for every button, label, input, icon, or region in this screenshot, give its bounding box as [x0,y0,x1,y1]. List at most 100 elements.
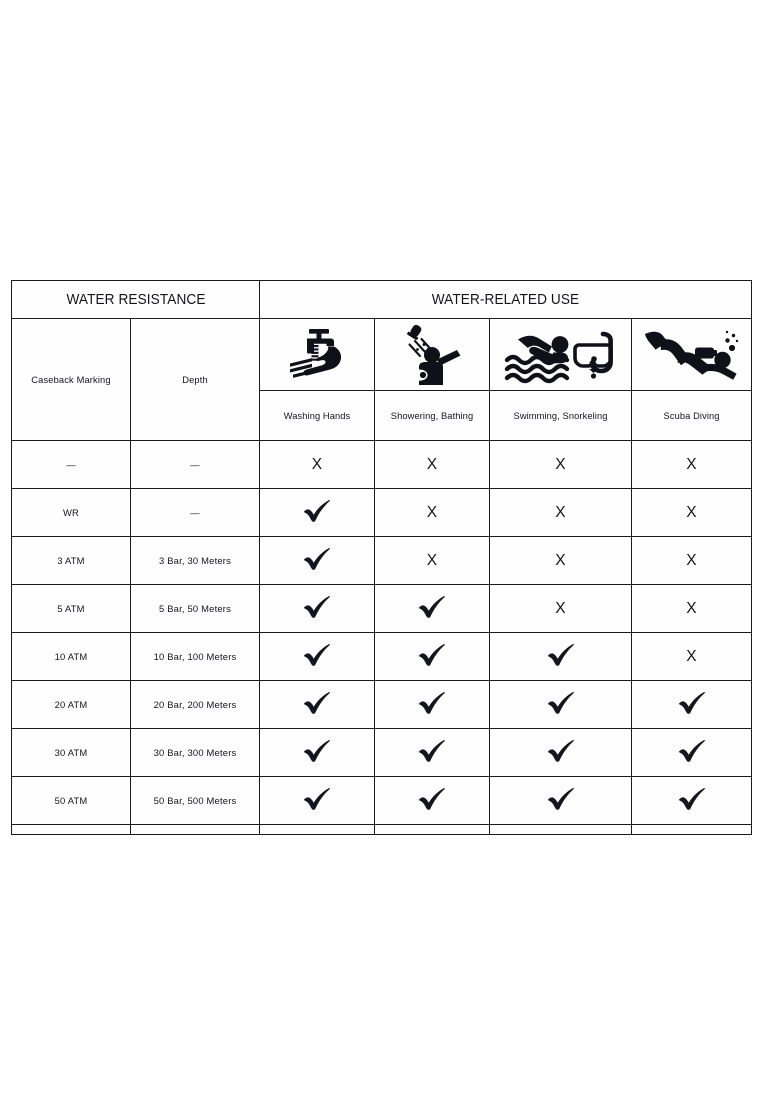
cell-cross-no: X [259,440,376,489]
cell-check-yes [489,680,633,729]
check-icon [417,691,447,717]
use-caption-4: Scuba Diving [631,390,753,441]
cell-check-yes [374,584,491,633]
x-icon: X [686,503,697,521]
column-header-caseback-marking: Caseback Marking [11,318,131,441]
check-icon [302,787,332,813]
cell-check-yes [374,632,491,681]
x-icon: X [686,647,697,665]
cell-check-yes [259,680,376,729]
check-icon [302,547,332,573]
table-row: WR — X X X [11,488,753,537]
cell-cross-no: X [374,440,491,489]
table-row: 3 ATM 3 Bar, 30 Meters X X X [11,536,753,585]
cell-cross-no: X [489,488,633,537]
check-icon [417,787,447,813]
stub-cell [129,824,261,835]
x-icon: X [686,599,697,617]
cell-check-yes [374,776,491,825]
cell-caseback-marking: 3 ATM [11,536,131,585]
use-icon-cell-2 [374,318,491,391]
table-title-row: WATER RESISTANCE WATER-RELATED USE [10,280,753,319]
table-row: 50 ATM 50 Bar, 500 Meters [11,776,753,825]
cell-depth: — [129,488,261,537]
cell-caseback-marking: 10 ATM [11,632,131,681]
cell-cross-no: X [631,632,753,681]
cell-check-yes [374,728,491,777]
table-row: — — X X X X [11,440,753,489]
cell-check-yes [259,776,376,825]
use-caption-3: Swimming, Snorkeling [489,390,633,441]
stub-cell [489,824,633,835]
table-row: 20 ATM 20 Bar, 200 Meters [11,680,753,729]
check-icon [302,643,332,669]
x-icon: X [555,551,566,569]
cell-caseback-marking: 30 ATM [11,728,131,777]
cell-caseback-marking: 50 ATM [11,776,131,825]
cell-depth: 5 Bar, 50 Meters [129,584,261,633]
title-water-related-use: WATER-RELATED USE [259,280,753,319]
use-caption-2: Showering, Bathing [374,390,491,441]
cell-cross-no: X [631,584,753,633]
cell-depth: 10 Bar, 100 Meters [129,632,261,681]
cell-check-yes [489,632,633,681]
cell-depth: 3 Bar, 30 Meters [129,536,261,585]
check-icon [546,691,576,717]
x-icon: X [686,455,697,473]
cell-cross-no: X [374,536,491,585]
use-icon-cell-1 [259,318,376,391]
stub-cell [374,824,491,835]
stub-cell [11,824,131,835]
cell-depth: 50 Bar, 500 Meters [129,776,261,825]
check-icon [302,595,332,621]
x-icon: X [555,503,566,521]
cell-cross-no: X [374,488,491,537]
check-icon [546,739,576,765]
cell-caseback-marking: WR [11,488,131,537]
swimmer-snorkel-mask-icon [490,319,631,390]
cell-check-yes [631,776,753,825]
header-icon-row: Caseback Marking Depth [11,318,753,441]
check-icon [302,691,332,717]
title-water-resistance-text: WATER RESISTANCE [65,291,206,308]
x-icon: X [426,503,438,521]
stub-cell [259,824,376,835]
x-icon: X [686,551,697,569]
cell-depth: 20 Bar, 200 Meters [129,680,261,729]
column-header-depth: Depth [129,318,261,441]
table-row: 30 ATM 30 Bar, 300 Meters [11,728,753,777]
table-row: 5 ATM 5 Bar, 50 Meters X X [11,584,753,633]
x-icon: X [555,455,566,473]
table-bottom-cropped-row [11,824,753,835]
cell-cross-no: X [489,536,633,585]
cell-cross-no: X [631,536,753,585]
check-icon [302,499,332,525]
cell-depth: 30 Bar, 300 Meters [129,728,261,777]
header-caption-row: Washing Hands Showering, Bathing Swimming,… [12,390,753,441]
check-icon [677,691,707,717]
cell-caseback-marking: — [11,440,131,489]
cell-cross-no: X [489,584,633,633]
water-resistance-table: WATER RESISTANCE WATER-RELATED USE Casebac… [10,280,753,835]
cell-check-yes [631,680,753,729]
use-icon-cell-4 [631,318,753,391]
cell-check-yes [259,536,376,585]
cell-check-yes [259,632,376,681]
title-water-related-use-text: WATER-RELATED USE [431,291,580,308]
check-icon [417,739,447,765]
cell-check-yes [259,728,376,777]
check-icon [302,739,332,765]
cell-check-yes [259,488,376,537]
stub-cell [631,824,753,835]
check-icon [546,643,576,669]
use-icon-cell-3 [489,318,633,391]
shower-person-icon [375,319,489,390]
title-water-resistance: WATER RESISTANCE [10,280,261,319]
faucet-washing-hands-icon [260,319,374,390]
cell-check-yes [259,584,376,633]
check-icon [546,787,576,813]
cell-depth: — [129,440,261,489]
x-icon: X [555,599,566,617]
table-row: 10 ATM 10 Bar, 100 Meters X [11,632,753,681]
